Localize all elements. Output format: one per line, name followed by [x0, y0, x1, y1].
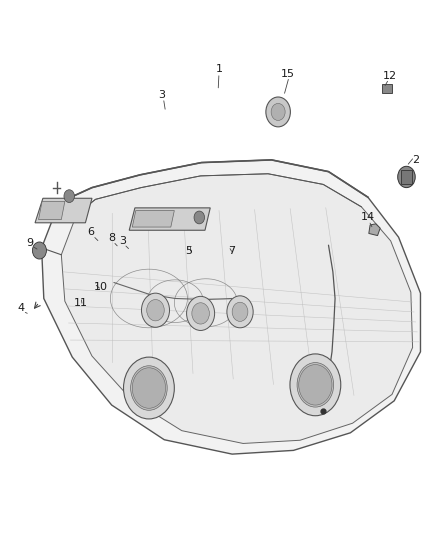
Circle shape: [297, 362, 334, 407]
Text: 15: 15: [281, 69, 295, 78]
Text: 4: 4: [18, 303, 25, 313]
Text: 14: 14: [361, 213, 375, 222]
Text: 2: 2: [413, 155, 420, 165]
Text: 5: 5: [185, 246, 192, 255]
Polygon shape: [42, 160, 420, 454]
Circle shape: [124, 357, 174, 419]
Circle shape: [187, 296, 215, 330]
Circle shape: [131, 366, 167, 410]
Bar: [382, 84, 392, 93]
Circle shape: [299, 365, 332, 405]
Polygon shape: [39, 201, 65, 220]
Text: 10: 10: [94, 282, 108, 292]
Circle shape: [271, 103, 285, 120]
Text: 9: 9: [26, 238, 33, 247]
Circle shape: [64, 190, 74, 203]
Circle shape: [266, 97, 290, 127]
Polygon shape: [35, 198, 92, 223]
Text: 1: 1: [215, 64, 223, 74]
Text: 6: 6: [88, 227, 95, 237]
Text: 11: 11: [74, 298, 88, 308]
Circle shape: [227, 296, 253, 328]
Text: 3: 3: [119, 236, 126, 246]
Polygon shape: [369, 224, 380, 236]
Circle shape: [194, 211, 205, 224]
Circle shape: [32, 242, 46, 259]
Circle shape: [232, 302, 248, 321]
Text: 7: 7: [228, 246, 235, 255]
Circle shape: [290, 354, 341, 416]
Circle shape: [132, 368, 166, 408]
Text: 12: 12: [383, 71, 397, 80]
Circle shape: [398, 166, 415, 188]
Text: 3: 3: [159, 90, 166, 100]
Circle shape: [141, 293, 170, 327]
Polygon shape: [61, 174, 413, 443]
Circle shape: [147, 300, 164, 321]
Polygon shape: [129, 208, 210, 230]
Circle shape: [192, 303, 209, 324]
Polygon shape: [132, 211, 174, 227]
Text: 8: 8: [108, 233, 115, 243]
Bar: [401, 170, 412, 184]
